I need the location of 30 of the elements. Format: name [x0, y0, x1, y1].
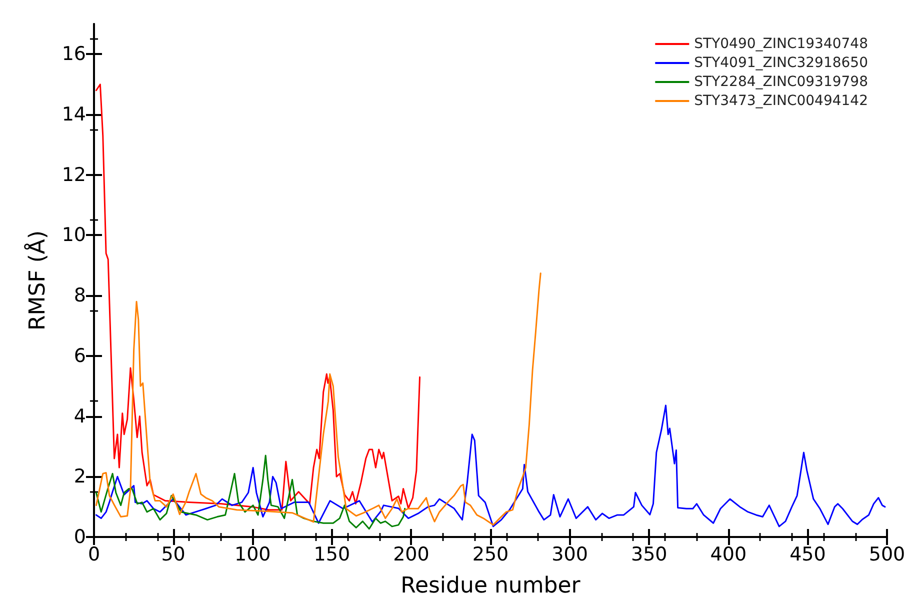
line-series [95, 454, 406, 530]
y-tick-label: 8 [74, 284, 86, 307]
x-tick-label: 400 [710, 544, 747, 566]
x-tick-label: 500 [868, 544, 906, 566]
y-tick-label: 0 [74, 526, 86, 548]
x-tick-label: 350 [630, 544, 668, 566]
y-tick-label: 12 [62, 164, 86, 186]
y-tick-label: 10 [62, 224, 86, 246]
y-tick-label: 2 [74, 466, 86, 488]
x-tick-label: 450 [790, 544, 826, 566]
x-tick-label: 100 [234, 544, 271, 566]
y-axis-title: RMSF (Å) [24, 230, 50, 331]
line-series [95, 404, 886, 528]
legend-label: STY0490_ZINC19340748 [694, 36, 868, 52]
line-series [95, 84, 421, 511]
x-tick-label: 300 [552, 544, 588, 566]
x-tick-label: 200 [393, 544, 430, 566]
y-tick-label: 4 [74, 405, 86, 428]
x-tick-label: 250 [472, 544, 509, 566]
legend-label: STY2284_ZINC09319798 [694, 74, 868, 90]
x-axis-title: Residue number [400, 574, 582, 598]
y-tick-label: 16 [62, 43, 86, 66]
x-tick-label: 0 [88, 544, 100, 566]
x-tick-label: 150 [314, 544, 350, 566]
legend-label: STY3473_ZINC00494142 [694, 93, 868, 109]
y-tick-label: 14 [62, 104, 86, 126]
line-series [95, 272, 542, 526]
x-tick-label: 50 [161, 544, 186, 566]
legend-label: STY4091_ZINC32918650 [694, 55, 868, 71]
y-tick-label: 6 [74, 344, 86, 367]
